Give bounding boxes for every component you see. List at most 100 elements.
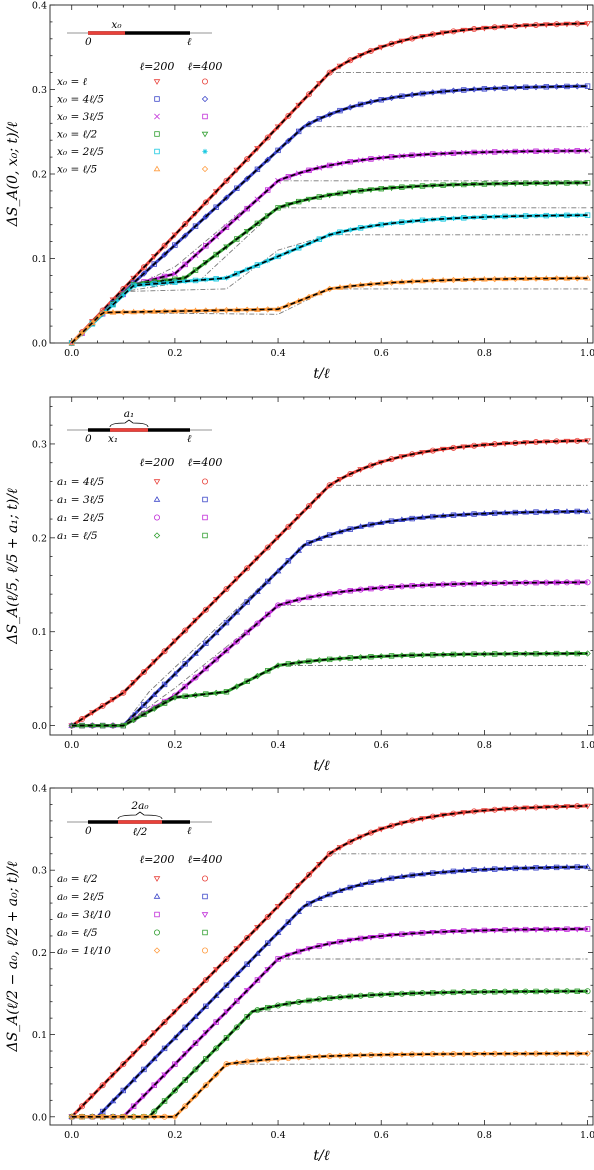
data-point xyxy=(543,650,550,657)
data-point xyxy=(203,243,209,249)
x-tick-label: 0.8 xyxy=(477,740,492,751)
series-analytic-line xyxy=(71,805,588,1118)
data-point xyxy=(182,661,188,667)
legend-marker-l400 xyxy=(201,95,209,103)
data-point xyxy=(244,565,251,572)
data-point xyxy=(553,275,560,282)
data-point xyxy=(543,22,550,28)
data-point xyxy=(357,157,364,164)
inset-left-label: 0 xyxy=(85,433,92,445)
legend: ℓ=200 ℓ=400 a₁ = 4ℓ/5 a₁ = 3ℓ/5 a₁ = 2ℓ/5 a₁ … xyxy=(57,456,222,542)
series-analytic-line xyxy=(71,214,588,344)
y-tick-label: 0.1 xyxy=(32,1030,47,1041)
data-point xyxy=(202,606,209,613)
data-point xyxy=(481,650,488,658)
data-point xyxy=(212,967,220,973)
series-analytic-line xyxy=(71,652,588,727)
legend-header-l400: ℓ=400 xyxy=(188,853,223,866)
data-point xyxy=(512,84,519,91)
series-analytic-line xyxy=(71,990,588,1118)
data-point xyxy=(130,1103,137,1109)
data-point xyxy=(316,657,323,664)
x-tick-label: 1.0 xyxy=(580,740,594,751)
data-point xyxy=(89,1113,96,1120)
data-point xyxy=(460,149,467,156)
y-axis-title: ΔS_A(ℓ/2 − a₀, ℓ/2 + a₀; t)/ℓ xyxy=(5,861,21,1052)
plot-frame xyxy=(49,396,594,736)
data-point xyxy=(419,151,426,158)
data-point xyxy=(306,91,313,98)
y-axis-title: ΔS_A(ℓ/5, ℓ/5 + a₁; t)/ℓ xyxy=(5,488,21,645)
data-point xyxy=(110,301,116,308)
data-point xyxy=(285,558,292,564)
data-point xyxy=(223,1009,230,1015)
data-point xyxy=(367,281,375,288)
data-point xyxy=(161,681,168,688)
data-point xyxy=(234,236,240,242)
legend-entry-label: x₀ = 3ℓ/5 xyxy=(57,111,104,123)
legend-entry-label: a₀ = 1ℓ/10 xyxy=(57,945,111,957)
data-point xyxy=(203,640,209,646)
data-point xyxy=(274,904,282,910)
data-point xyxy=(450,276,457,284)
data-point xyxy=(120,689,127,696)
data-point xyxy=(212,597,220,603)
data-point xyxy=(130,1051,137,1058)
data-point xyxy=(357,1052,364,1059)
data-point xyxy=(274,534,282,541)
data-point xyxy=(306,900,312,907)
data-point xyxy=(181,275,189,282)
inset-top-label: 2a₀ xyxy=(130,800,149,812)
x-tick-label: 0.0 xyxy=(64,1130,79,1141)
data-point xyxy=(419,1051,426,1058)
data-point xyxy=(584,1050,591,1057)
inset-left-label: 0 xyxy=(85,36,92,48)
data-point xyxy=(172,242,178,248)
data-point xyxy=(398,1051,406,1058)
data-point xyxy=(306,503,313,510)
data-point xyxy=(295,128,302,135)
data-point xyxy=(223,647,230,654)
data-point xyxy=(254,166,261,173)
data-point xyxy=(501,1050,509,1057)
series-6 xyxy=(68,274,591,346)
data-point xyxy=(326,850,333,857)
legend-marker-l200 xyxy=(154,148,160,155)
data-point xyxy=(264,213,272,219)
legend-marker-l200 xyxy=(154,131,160,137)
data-point xyxy=(182,683,188,690)
data-point xyxy=(192,674,199,681)
data-point xyxy=(140,308,148,315)
legend-marker-l200 xyxy=(153,79,161,85)
data-point xyxy=(481,1050,488,1057)
x-tick-label: 0.8 xyxy=(477,348,492,359)
data-point xyxy=(584,650,591,657)
data-point xyxy=(223,586,230,593)
inset-bottom-label: ℓ/2 xyxy=(133,826,148,838)
data-point xyxy=(522,1050,529,1057)
legend-entry-label: a₀ = 3ℓ/10 xyxy=(57,909,111,921)
data-point xyxy=(202,977,209,984)
data-point xyxy=(357,52,364,59)
data-point xyxy=(243,306,251,313)
legend-marker-l400 xyxy=(201,131,209,138)
x-tick-label: 0.4 xyxy=(271,740,286,751)
data-point xyxy=(233,1059,240,1066)
legend-marker-l400 xyxy=(201,947,208,954)
series-5 xyxy=(68,1050,591,1120)
series-analytic-line xyxy=(71,22,588,344)
data-point xyxy=(68,722,75,729)
data-point xyxy=(285,112,292,119)
series-3 xyxy=(69,926,591,1121)
data-point xyxy=(234,185,240,191)
data-point xyxy=(275,956,281,962)
legend-entry-label: a₀ = ℓ/5 xyxy=(57,927,98,939)
data-point xyxy=(254,262,261,268)
legend-marker-l200 xyxy=(153,479,161,485)
data-point xyxy=(79,1103,86,1110)
data-point xyxy=(347,471,354,478)
legend-marker-l400 xyxy=(201,912,209,918)
data-point xyxy=(254,620,261,627)
x-axis-title: t/ℓ xyxy=(313,1148,329,1164)
